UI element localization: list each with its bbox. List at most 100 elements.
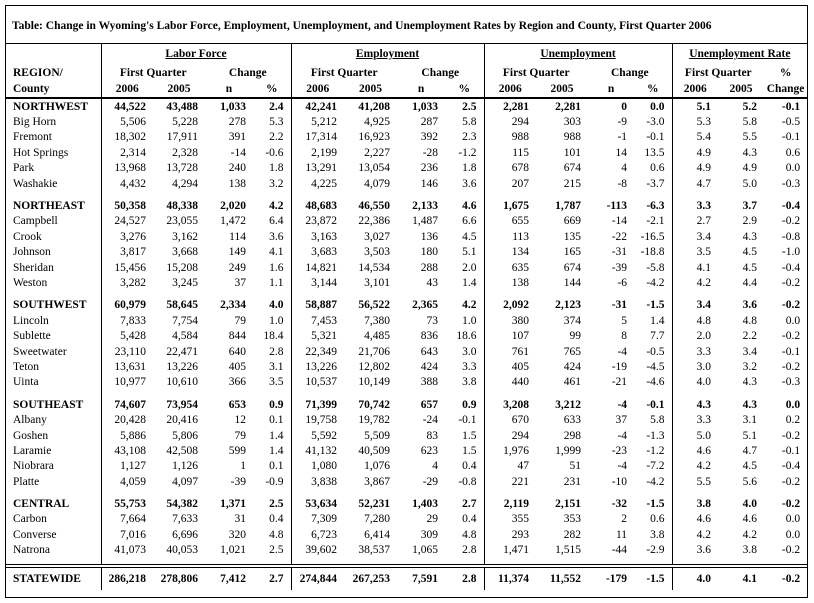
group-title: Employment	[355, 48, 420, 60]
column-header: 2006	[290, 81, 345, 99]
cell-value: 136	[420, 230, 439, 243]
spacer-cell	[445, 489, 484, 496]
group-title: Labor Force	[165, 48, 227, 60]
cell-value: 0.0	[785, 528, 801, 541]
subheader: First Quarter	[483, 64, 589, 81]
cell-value: 54,382	[166, 498, 198, 511]
cell-value: 149	[228, 246, 246, 259]
cell-value: 2	[621, 513, 628, 526]
cell-value: 15,456	[100, 259, 153, 276]
cell-value: -0.3	[781, 177, 801, 190]
cell-value: 440	[483, 374, 537, 391]
spacer-cell	[634, 489, 672, 496]
cell-value: -4	[617, 345, 628, 358]
cell-value: -113	[606, 200, 628, 213]
cell-value: 43,488	[166, 100, 198, 113]
spacer-cell	[6, 390, 101, 397]
cell-value: 4.3	[671, 397, 719, 413]
cell-value: -0.2	[781, 215, 801, 228]
cell-value: 4.3	[742, 146, 758, 159]
cell-value: 83	[426, 429, 439, 442]
cell-value: 7,280	[364, 513, 391, 526]
cell-value: 22,386	[358, 215, 391, 228]
cell-value: 3.2	[742, 360, 758, 373]
cell-value: 2.8	[445, 563, 485, 590]
cell-value: -10	[611, 475, 628, 488]
cell-value: 633	[563, 414, 582, 427]
cell-value: 1.4	[269, 429, 284, 442]
cell-value: 4.0	[671, 563, 719, 590]
row-name: NORTHEAST	[13, 200, 85, 213]
cell-value: 50,358	[100, 198, 153, 214]
cell-value: 3.3	[671, 412, 719, 428]
cell-value: 2.5	[269, 544, 284, 557]
cell-value: 3,668	[172, 246, 198, 259]
cell-value: -19	[611, 360, 628, 373]
spacer-cell	[397, 191, 445, 198]
cell-value: 670	[483, 412, 537, 428]
cell-value: 0.2	[785, 414, 801, 427]
cell-value: -3.0	[646, 116, 665, 129]
cell-value: -0.2	[781, 429, 801, 442]
cell-value: -0.1	[781, 100, 801, 113]
spacer-cell	[205, 558, 253, 566]
spacer-cell	[100, 191, 153, 199]
cell-value: 3.5	[671, 244, 719, 260]
cell-value: -1.2	[646, 444, 665, 457]
cell-value: 1.4	[269, 444, 284, 457]
cell-value: 678	[483, 160, 537, 176]
cell-value: 2.0	[671, 328, 719, 344]
row-name: SOUTHEAST	[13, 398, 84, 411]
cell-value: 2,328	[172, 146, 198, 159]
cell-value: 3.3	[462, 360, 477, 373]
cell-value: 46,550	[358, 200, 391, 213]
cell-value: 11	[615, 528, 628, 541]
region-row: CENTRAL 55,753 54,382 1,371 2.5 53,634 52,231 1…	[6, 496, 807, 512]
cell-value: 4.7	[742, 444, 758, 457]
cell-value: 135	[563, 230, 582, 243]
cell-value: 4.2	[671, 527, 719, 543]
cell-value: -7.2	[646, 460, 665, 473]
county-row: Natrona 41,073 40,053 1,021 2.5 39,602 38,537 1…	[6, 542, 807, 558]
county-row: Platte 4,059 4,097 -39 -0.9 3,838 3,867 -29 -0.8…	[6, 473, 807, 490]
cell-value: 23,055	[166, 215, 198, 228]
spacer-cell	[397, 291, 445, 298]
cell-value: 3.6	[671, 542, 719, 558]
cell-value: 13,226	[290, 359, 345, 375]
spacer-cell	[445, 191, 484, 198]
cell-value: 1,472	[220, 215, 246, 228]
cell-value: 3,838	[290, 473, 345, 490]
cell-value: 4.3	[742, 230, 758, 243]
cell-value: 1.8	[269, 162, 284, 175]
cell-value: 138	[228, 177, 246, 190]
county-row: Sweetwater 23,110 22,471 640 2.8 22,349 21,706…	[6, 343, 807, 360]
cell-value: 73,954	[166, 398, 198, 411]
cell-value: 13,291	[290, 160, 345, 176]
cell-value: 274,844	[290, 563, 345, 590]
cell-value: 1,787	[555, 200, 582, 213]
cell-value: 4.6	[671, 511, 719, 528]
cell-value: -4	[617, 460, 628, 473]
cell-value: 23,872	[290, 213, 345, 230]
cell-value: -0.8	[781, 230, 801, 243]
spacer-cell	[483, 489, 537, 497]
subheader: %	[779, 66, 792, 79]
cell-value: 165	[563, 246, 582, 259]
cell-value: 4.2	[742, 528, 758, 541]
cell-value: 2,199	[290, 145, 345, 161]
cell-value: 3,683	[290, 244, 345, 260]
cell-value: 31	[234, 513, 247, 526]
cell-value: 7,412	[205, 563, 253, 590]
spacer-cell	[100, 390, 153, 398]
cell-value: 7,309	[290, 511, 345, 528]
cell-value: 16,923	[358, 131, 391, 144]
cell-value: 79	[234, 429, 247, 442]
cell-value: 240	[228, 162, 246, 175]
cell-value: 2.7	[462, 498, 477, 511]
cell-value: 4,059	[100, 473, 153, 490]
cell-value: 21,706	[358, 345, 391, 358]
spacer-cell	[764, 191, 807, 198]
cell-value: 3.4	[742, 345, 758, 358]
row-name: Goshen	[13, 429, 49, 442]
cell-value: 6,696	[172, 528, 198, 541]
